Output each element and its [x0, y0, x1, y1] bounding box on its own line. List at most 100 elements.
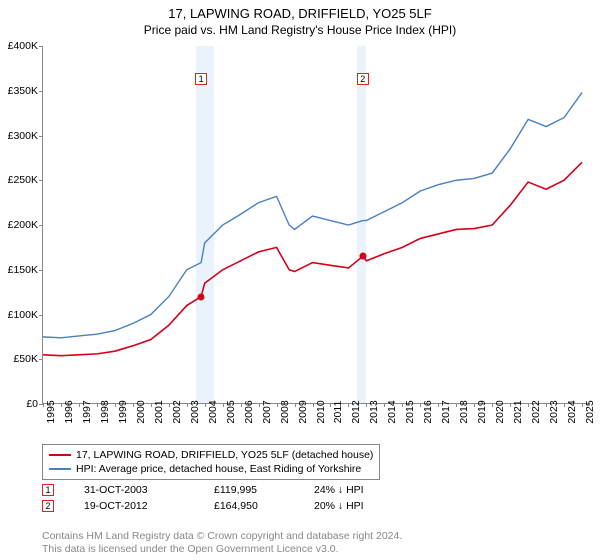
- x-tick-label: 2021: [512, 400, 524, 423]
- x-tick-label: 2023: [548, 400, 560, 423]
- sale-row: 2 19-OCT-2012 £164,950 20% ↓ HPI: [42, 498, 414, 514]
- y-tick: [39, 46, 43, 47]
- x-tick-label: 2014: [386, 400, 398, 423]
- x-tick-label: 2020: [494, 400, 506, 423]
- x-tick: [133, 403, 134, 407]
- x-tick-label: 2024: [566, 400, 578, 423]
- sale-price: £119,995: [214, 484, 284, 496]
- x-tick-label: 2004: [207, 400, 219, 423]
- x-tick: [582, 403, 583, 407]
- sale-dot: [198, 293, 205, 300]
- x-tick-label: 2022: [530, 400, 542, 423]
- sale-marker-box: 2: [42, 500, 54, 512]
- x-tick: [564, 403, 565, 407]
- y-tick-label: £100K: [8, 309, 38, 321]
- x-tick-label: 2017: [440, 400, 452, 423]
- attribution-line1: Contains HM Land Registry data © Crown c…: [42, 530, 402, 543]
- chart-container: 17, LAPWING ROAD, DRIFFIELD, YO25 5LF Pr…: [0, 0, 600, 560]
- x-tick: [528, 403, 529, 407]
- y-tick: [39, 270, 43, 271]
- band-marker: 2: [357, 73, 369, 85]
- x-tick: [169, 403, 170, 407]
- y-tick: [39, 315, 43, 316]
- y-tick-label: £350K: [8, 85, 38, 97]
- y-tick-label: £300K: [8, 130, 38, 142]
- x-tick-label: 2012: [350, 400, 362, 423]
- chart-area: 12 £0£50K£100K£150K£200K£250K£300K£350K£…: [42, 46, 590, 404]
- chart-subtitle: Price paid vs. HM Land Registry's House …: [0, 21, 600, 43]
- sales-table: 1 31-OCT-2003 £119,995 24% ↓ HPI 2 19-OCT-201…: [42, 482, 414, 514]
- x-tick-label: 2005: [225, 400, 237, 423]
- x-tick-label: 2006: [243, 400, 255, 423]
- sale-row: 1 31-OCT-2003 £119,995 24% ↓ HPI: [42, 482, 414, 498]
- y-tick-label: £400K: [8, 40, 38, 52]
- x-tick: [510, 403, 511, 407]
- x-tick-label: 2015: [404, 400, 416, 423]
- y-tick: [39, 359, 43, 360]
- x-tick: [277, 403, 278, 407]
- legend-box: 17, LAPWING ROAD, DRIFFIELD, YO25 5LF (d…: [42, 444, 380, 480]
- x-tick-label: 2000: [135, 400, 147, 423]
- x-tick: [313, 403, 314, 407]
- x-tick: [61, 403, 62, 407]
- chart-title: 17, LAPWING ROAD, DRIFFIELD, YO25 5LF: [0, 0, 600, 21]
- x-tick-label: 2001: [153, 400, 165, 423]
- y-tick: [39, 225, 43, 226]
- x-tick: [546, 403, 547, 407]
- y-tick-label: £250K: [8, 174, 38, 186]
- sale-dot: [359, 253, 366, 260]
- sale-diff: 20% ↓ HPI: [314, 500, 414, 512]
- x-tick-label: 2010: [315, 400, 327, 423]
- x-tick: [259, 403, 260, 407]
- x-tick-label: 2003: [189, 400, 201, 423]
- legend-swatch: [49, 468, 71, 470]
- x-tick-label: 2011: [332, 401, 344, 424]
- chart-svg: [43, 46, 591, 404]
- y-tick: [39, 180, 43, 181]
- x-tick-label: 1995: [45, 400, 57, 423]
- x-tick: [295, 403, 296, 407]
- x-tick-label: 2018: [458, 400, 470, 423]
- x-tick: [205, 403, 206, 407]
- attribution-line2: This data is licensed under the Open Gov…: [42, 543, 402, 556]
- sale-price: £164,950: [214, 500, 284, 512]
- x-tick: [187, 403, 188, 407]
- x-tick-label: 2009: [297, 400, 309, 423]
- x-tick-label: 1996: [63, 400, 75, 423]
- x-tick-label: 2002: [171, 400, 183, 423]
- y-tick-label: £150K: [8, 264, 38, 276]
- legend-item: HPI: Average price, detached house, East…: [49, 462, 373, 476]
- sale-diff: 24% ↓ HPI: [314, 484, 414, 496]
- x-tick: [151, 403, 152, 407]
- y-tick: [39, 91, 43, 92]
- sale-date: 19-OCT-2012: [84, 500, 184, 512]
- sale-date: 31-OCT-2003: [84, 484, 184, 496]
- legend-swatch: [49, 454, 71, 456]
- x-tick-label: 2025: [584, 400, 596, 423]
- x-tick-label: 2008: [279, 400, 291, 423]
- x-tick-label: 1997: [81, 400, 93, 423]
- x-tick: [97, 403, 98, 407]
- x-tick-label: 2013: [368, 400, 380, 423]
- legend-label: 17, LAPWING ROAD, DRIFFIELD, YO25 5LF (d…: [76, 449, 373, 461]
- y-tick-label: £200K: [8, 219, 38, 231]
- band-marker: 1: [195, 73, 207, 85]
- x-tick: [223, 403, 224, 407]
- attribution-text: Contains HM Land Registry data © Crown c…: [42, 530, 402, 556]
- legend-label: HPI: Average price, detached house, East…: [76, 463, 361, 475]
- sale-marker-box: 1: [42, 484, 54, 496]
- x-tick-label: 1999: [117, 400, 129, 423]
- y-tick-label: £0: [26, 398, 38, 410]
- legend-item: 17, LAPWING ROAD, DRIFFIELD, YO25 5LF (d…: [49, 448, 373, 462]
- plot-region: 12: [42, 46, 590, 404]
- x-tick: [79, 403, 80, 407]
- y-tick-label: £50K: [13, 353, 38, 365]
- x-tick-label: 2007: [261, 400, 273, 423]
- x-tick: [241, 403, 242, 407]
- x-tick-label: 2019: [476, 400, 488, 423]
- x-tick: [115, 403, 116, 407]
- y-tick: [39, 136, 43, 137]
- x-tick: [43, 403, 44, 407]
- x-tick-label: 1998: [99, 400, 111, 423]
- x-tick-label: 2016: [422, 400, 434, 423]
